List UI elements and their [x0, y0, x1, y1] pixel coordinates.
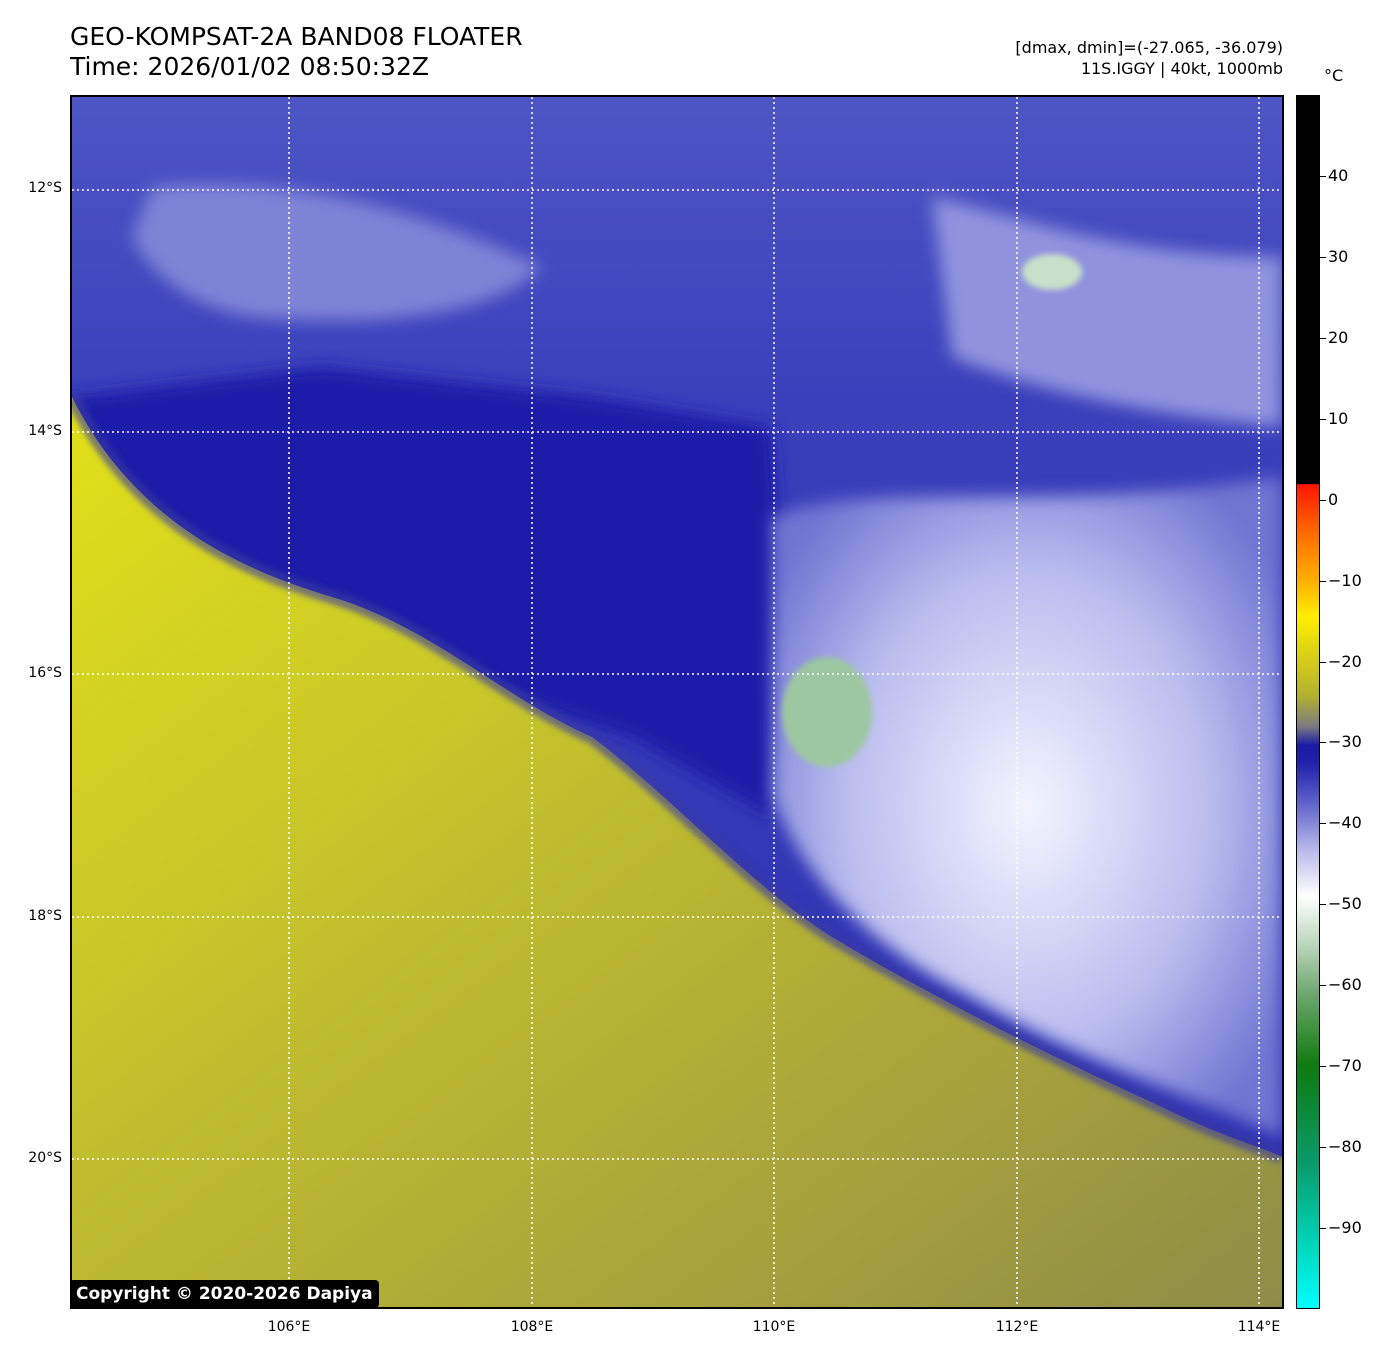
colorbar-tick	[1320, 1228, 1326, 1229]
colorbar-tick	[1320, 742, 1326, 743]
colorbar-tick	[1320, 662, 1326, 663]
colorbar-tick-label: 0	[1328, 490, 1339, 509]
lat-label-18s: 18°S	[28, 908, 62, 924]
colorbar-tick	[1320, 257, 1326, 258]
lon-label-114e: 114°E	[1237, 1319, 1281, 1335]
colorbar-tick-label: −70	[1328, 1056, 1362, 1075]
colorbar-unit: °C	[1324, 66, 1344, 85]
product-title: GEO-KOMPSAT-2A BAND08 FLOATER	[70, 22, 523, 51]
colorbar-tick-label: −90	[1328, 1218, 1362, 1237]
colorbar-tick-label: −80	[1328, 1137, 1362, 1156]
colorbar-tick-label: −20	[1328, 652, 1362, 671]
colorbar-tick-label: −10	[1328, 571, 1362, 590]
colorbar-tick	[1320, 176, 1326, 177]
lon-label-112e: 112°E	[995, 1319, 1039, 1335]
colorbar-tick	[1320, 419, 1326, 420]
colorbar-tick-label: 20	[1328, 328, 1349, 347]
lon-label-110e: 110°E	[752, 1319, 796, 1335]
copyright-badge: Copyright © 2020-2026 Dapiya	[70, 1280, 379, 1308]
lon-label-106e: 106°E	[267, 1319, 311, 1335]
colorbar-tick	[1320, 985, 1326, 986]
lat-label-14s: 14°S	[28, 423, 62, 439]
satellite-map[interactable]	[70, 95, 1284, 1309]
colorbar-tick-label: 30	[1328, 247, 1349, 266]
temperature-colorbar	[1296, 95, 1320, 1309]
storm-info: 11S.IGGY | 40kt, 1000mb	[1080, 59, 1283, 78]
colorbar-tick	[1320, 581, 1326, 582]
lat-label-16s: 16°S	[28, 665, 62, 681]
colorbar-tick-label: −50	[1328, 894, 1362, 913]
imagery-layer	[72, 97, 1282, 1307]
dmax-dmin-readout: [dmax, dmin]=(-27.065, -36.079)	[1015, 38, 1283, 57]
lon-label-108e: 108°E	[510, 1319, 554, 1335]
lat-label-20s: 20°S	[28, 1150, 62, 1166]
colorbar-tick-label: −40	[1328, 813, 1362, 832]
colorbar-tick-label: −60	[1328, 975, 1362, 994]
lat-label-12s: 12°S	[28, 180, 62, 196]
colorbar-tick	[1320, 1066, 1326, 1067]
colorbar-tick-label: 40	[1328, 166, 1349, 185]
colorbar-tick	[1320, 338, 1326, 339]
colorbar-tick	[1320, 500, 1326, 501]
colorbar-tick	[1320, 904, 1326, 905]
colorbar-tick-label: 10	[1328, 409, 1349, 428]
colorbar-tick	[1320, 1147, 1326, 1148]
colorbar-tick	[1320, 823, 1326, 824]
observation-time: Time: 2026/01/02 08:50:32Z	[70, 52, 429, 81]
colorbar-tick-label: −30	[1328, 732, 1362, 751]
